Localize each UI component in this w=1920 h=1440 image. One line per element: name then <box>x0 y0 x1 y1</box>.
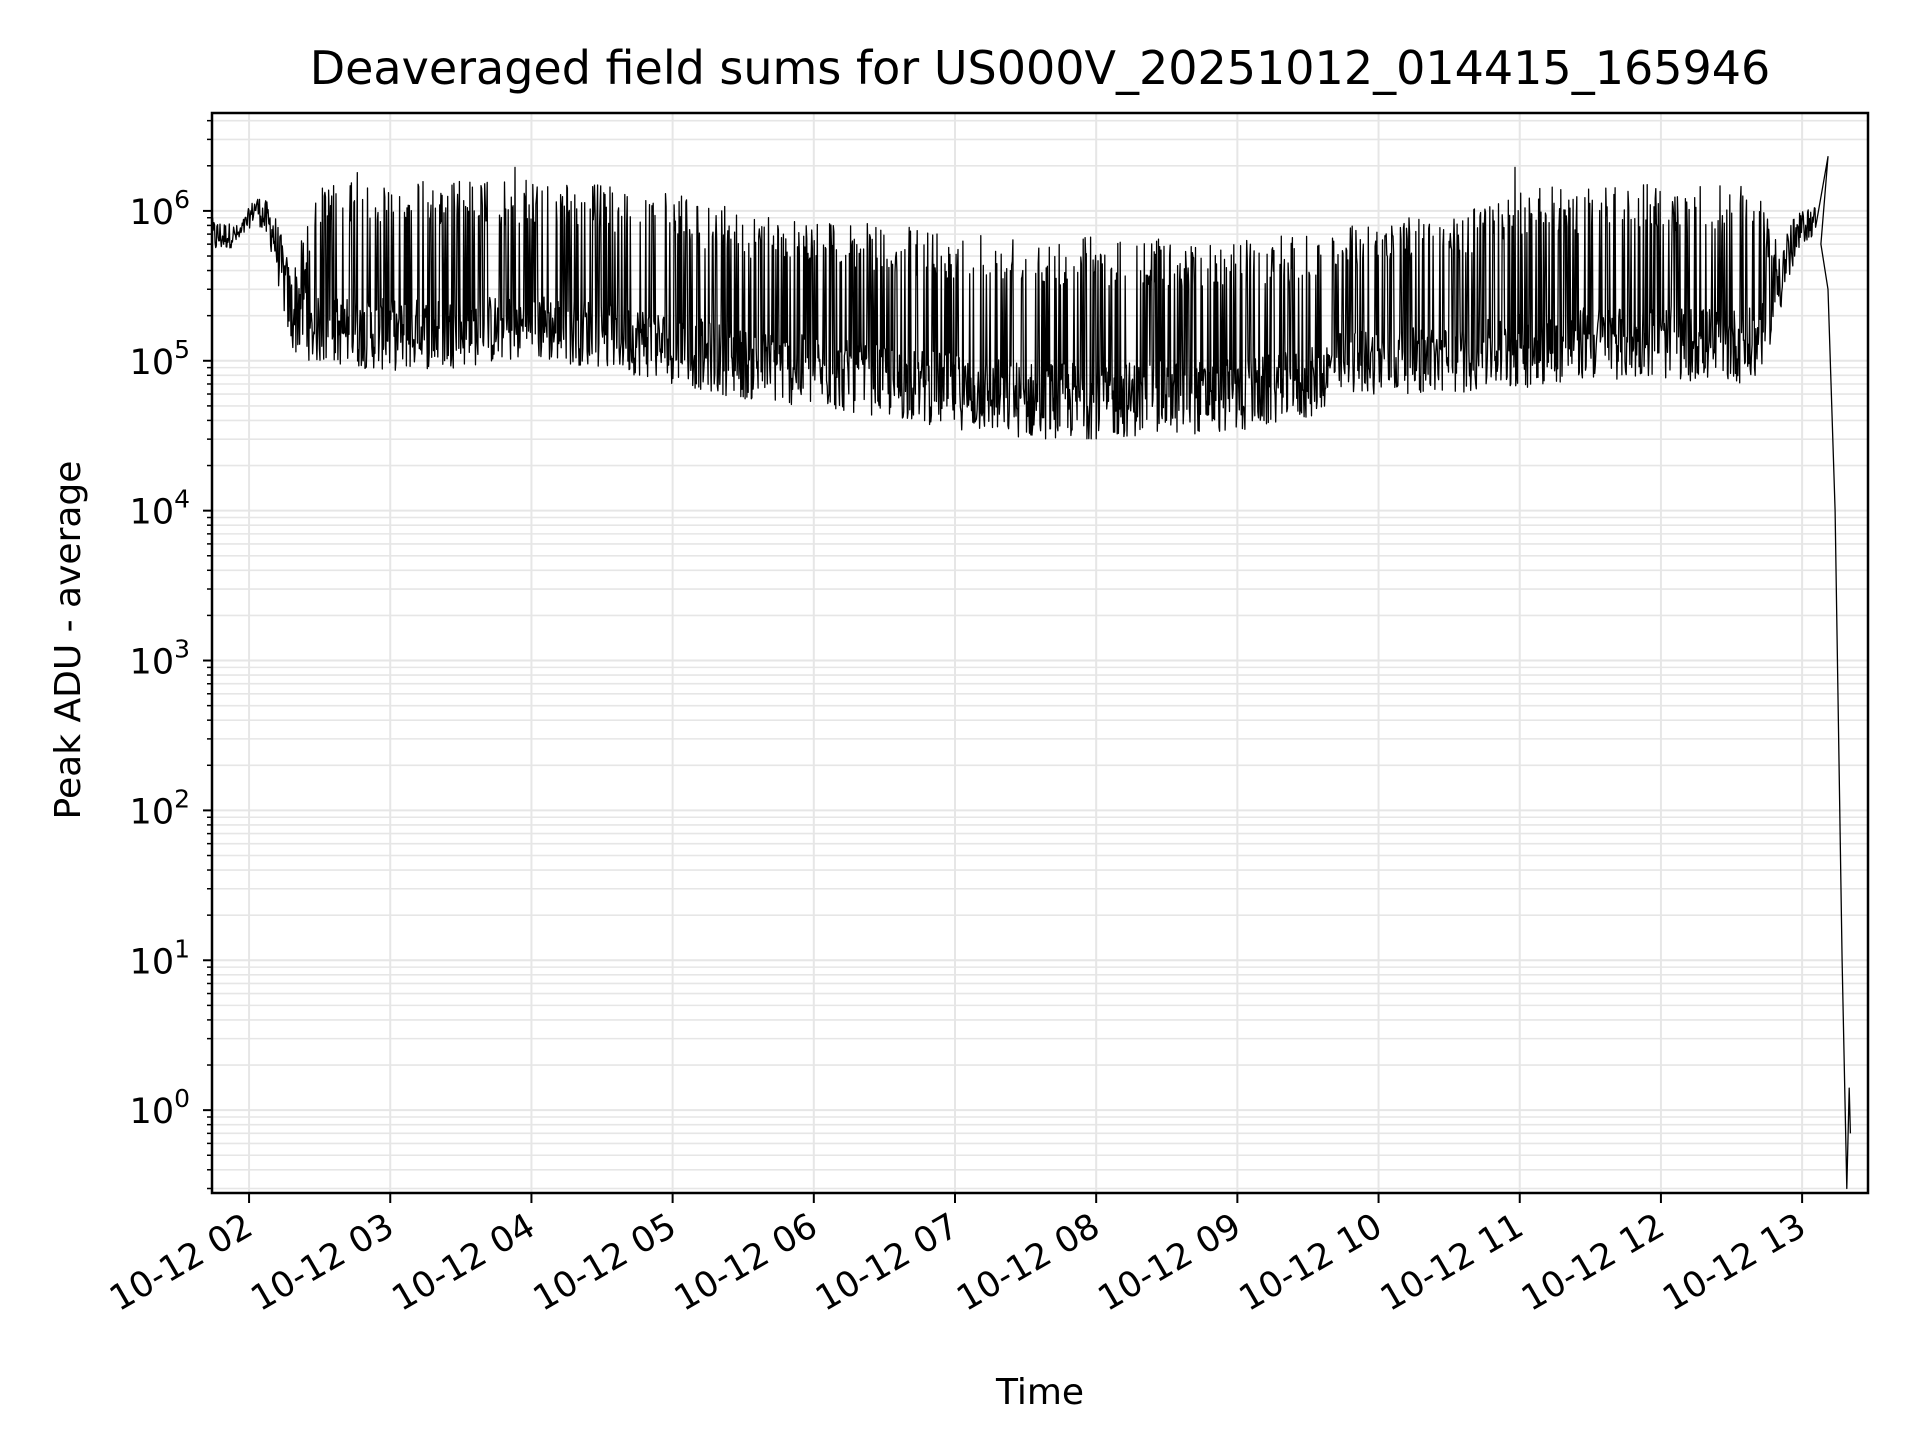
x-tick-label: 10-12 08 <box>950 1206 1106 1319</box>
y-tick-label: 101 <box>130 934 190 982</box>
y-tick-label: 103 <box>130 635 190 683</box>
y-tick-label: 106 <box>130 185 190 233</box>
chart-title: Deaveraged field sums for US000V_2025101… <box>310 41 1771 95</box>
x-tick-label: 10-12 03 <box>244 1206 400 1319</box>
x-tick-label: 10-12 06 <box>668 1206 824 1319</box>
x-tick-label: 10-12 07 <box>809 1206 965 1319</box>
series-line <box>211 156 1852 1190</box>
x-tick-label: 10-12 11 <box>1374 1206 1530 1319</box>
x-tick-label: 10-12 04 <box>386 1206 542 1319</box>
grid <box>212 113 1868 1193</box>
x-tick-label: 10-12 02 <box>103 1206 259 1319</box>
y-tick-label: 100 <box>130 1084 190 1132</box>
y-axis-label: Peak ADU - average <box>48 461 89 820</box>
x-tick-label: 10-12 13 <box>1656 1206 1812 1319</box>
y-tick-label: 102 <box>130 784 190 832</box>
x-tick-label: 10-12 10 <box>1233 1206 1389 1319</box>
plot-area-frame <box>210 111 1870 1195</box>
x-tick-label: 10-12 12 <box>1515 1206 1671 1319</box>
y-tick-label: 104 <box>130 485 190 533</box>
x-axis-label: Time <box>995 1372 1084 1413</box>
y-tick-label: 105 <box>130 335 190 383</box>
x-tick-label: 10-12 05 <box>527 1206 683 1319</box>
x-tick-label: 10-12 09 <box>1092 1206 1248 1319</box>
